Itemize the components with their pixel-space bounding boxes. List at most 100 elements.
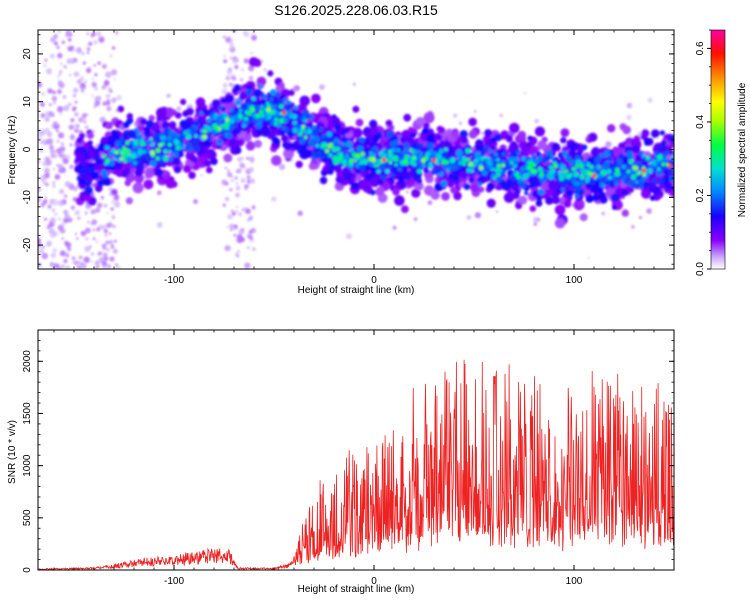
spectrogram-noise [243, 31, 250, 38]
spectrogram-noise [293, 85, 300, 92]
spectrogram-noise [62, 94, 67, 100]
spectrogram-cell [298, 131, 303, 136]
spectrogram-cell [649, 182, 656, 190]
spectrogram-cell [501, 183, 508, 191]
spectrogram-cell [468, 176, 475, 183]
spectrogram-cell [474, 143, 481, 150]
spectrogram-peak [281, 110, 287, 115]
spectrogram-noise [70, 118, 75, 123]
spectrogram-cell [232, 131, 238, 137]
spectrogram-cell [483, 145, 490, 152]
spectrogram-cell [376, 178, 384, 186]
spectrogram-peak [431, 158, 437, 163]
spectrogram-noise [225, 75, 231, 81]
x-tick-label: 0 [371, 275, 377, 286]
spectrogram-noise [38, 248, 44, 255]
spectrogram-cell [451, 151, 457, 158]
spectrogram-cell [258, 83, 263, 89]
spectrogram-cell [381, 152, 387, 158]
spectrogram-cell [285, 104, 292, 111]
spectrogram-cell [519, 182, 527, 189]
spectrogram-cell [300, 144, 308, 151]
spectrogram-cell [210, 157, 218, 166]
spectrogram-noise [63, 65, 68, 69]
spectrogram-cell [554, 204, 566, 216]
spectrogram-noise [58, 73, 61, 76]
spectrogram-cell [74, 146, 84, 155]
spectrogram-cell [643, 137, 650, 144]
spectrogram-cell [534, 126, 546, 137]
spectrogram-cell [451, 173, 460, 182]
spectrogram-cell [562, 179, 569, 186]
spectrogram-noise [630, 224, 635, 229]
spectrogram-noise [236, 236, 243, 244]
spectrogram-noise [76, 124, 80, 128]
spectrogram-cell [271, 155, 282, 166]
spectrogram-cell [257, 117, 263, 124]
spectrogram-cell [342, 167, 351, 176]
spectrogram-noise [63, 105, 70, 112]
spectrogram-cell [453, 191, 462, 201]
spectrogram-noise [57, 217, 62, 221]
spectrogram-cell [194, 134, 198, 138]
spectrogram-noise [65, 241, 72, 248]
spectrogram-noise [56, 139, 60, 143]
spectrogram-cell [545, 196, 554, 205]
spectrogram-cell [247, 111, 252, 116]
spectrogram-noise [626, 102, 633, 109]
spectrogram-noise [523, 92, 526, 95]
y-tick-label: 0 [22, 567, 33, 573]
spectrogram-noise [70, 59, 75, 65]
spectrogram-noise [248, 75, 254, 81]
spectrogram-noise [248, 156, 255, 163]
spectrogram-noise [59, 250, 66, 257]
spectrogram-cell [537, 140, 547, 150]
spectrogram-cell [225, 126, 230, 130]
spectrogram-cell [659, 130, 666, 136]
spectrogram-noise [84, 80, 87, 83]
spectrogram-noise [63, 258, 68, 264]
spectrogram-cell [455, 149, 463, 157]
spectrogram-noise [234, 176, 239, 180]
snr-x-ticks: -100 0 100 [53, 330, 675, 587]
spectrogram-cell [403, 142, 410, 149]
spectrogram-cell [605, 180, 611, 186]
spectrogram-noise [104, 256, 109, 261]
spectrogram-cell [394, 163, 398, 167]
spectrogram-cell [409, 148, 414, 153]
spectrogram-cell [444, 147, 448, 152]
spectrogram-cell [450, 186, 458, 194]
spectrogram-noise [246, 233, 252, 239]
spectrogram-cell [345, 141, 352, 148]
spectrogram-noise [346, 233, 352, 240]
spectrogram-cell [186, 129, 191, 133]
spectrogram-cell [577, 199, 585, 207]
spectrogram-cell [490, 145, 496, 151]
spectrogram-cell [545, 174, 549, 178]
spectrogram-cell [105, 158, 110, 163]
spectrogram-y-label: Frequency (Hz) [7, 116, 18, 185]
spectrogram-noise [222, 35, 227, 39]
spectrogram-cell [388, 176, 395, 183]
spectrogram-cell [381, 148, 386, 153]
spectrogram-noise [78, 255, 83, 260]
spectrogram-cell [168, 143, 172, 147]
spectrogram-cell [421, 127, 429, 135]
spectrogram-noise [65, 154, 71, 160]
spectrogram-noise [271, 196, 277, 202]
spectrogram-cell [528, 160, 534, 166]
spectrogram-noise [90, 252, 95, 256]
spectrogram-cell [422, 122, 430, 130]
spectrogram-cell [370, 189, 376, 196]
spectrogram-noise [57, 52, 63, 59]
spectrogram-cell [477, 181, 482, 187]
spectrogram-cell [260, 105, 265, 110]
spectrogram-noise [92, 237, 96, 241]
spectrogram-cell [364, 173, 372, 181]
spectrogram-cell [360, 151, 365, 157]
spectrogram-cell [203, 129, 208, 134]
spectrogram-cell [284, 127, 290, 133]
spectrogram-noise [106, 101, 111, 106]
spectrogram-cell [292, 114, 298, 120]
spectrogram-noise [94, 73, 98, 77]
